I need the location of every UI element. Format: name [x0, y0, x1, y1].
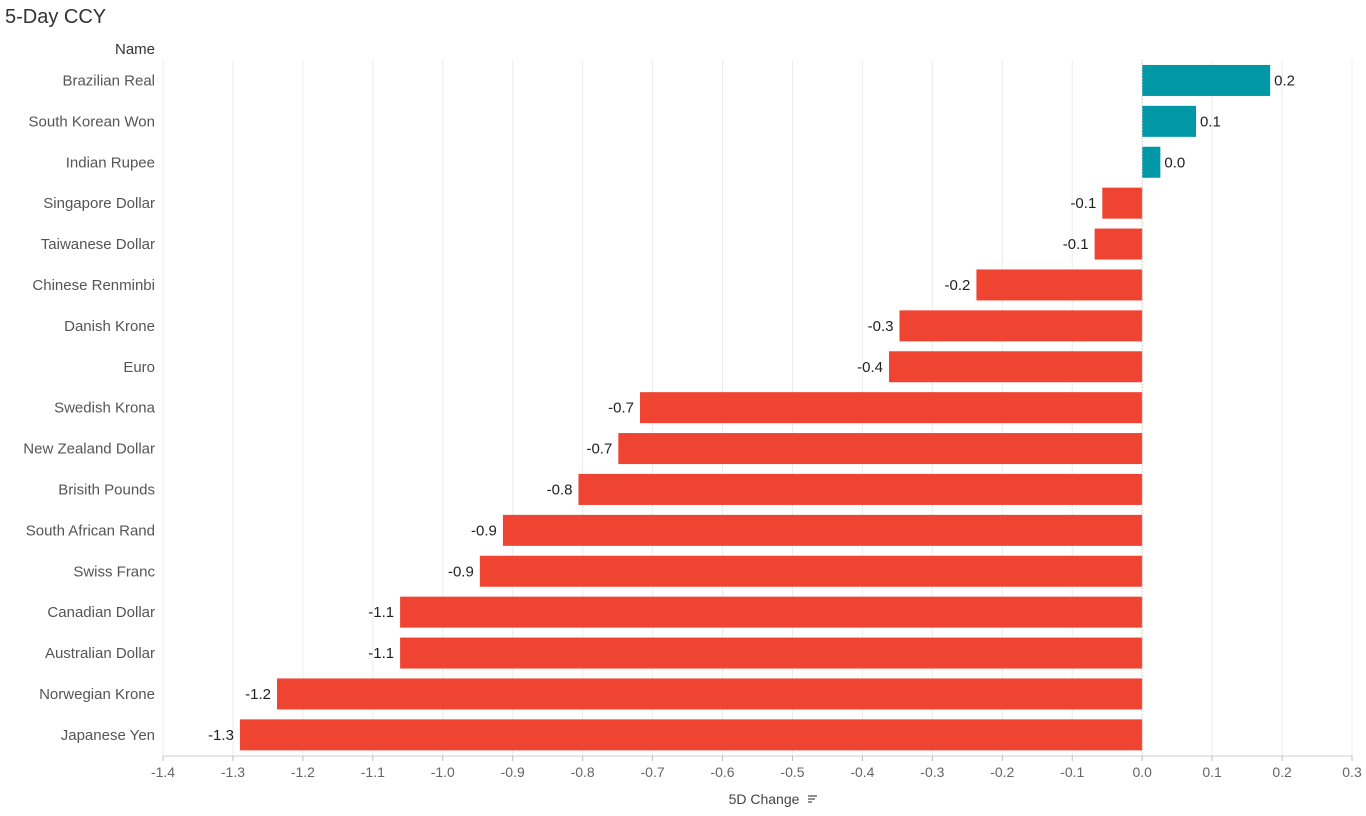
- category-label-4: Taiwanese Dollar: [41, 236, 155, 253]
- bar-2[interactable]: [1142, 147, 1160, 178]
- category-label-14: Australian Dollar: [45, 645, 155, 662]
- category-label-7: Euro: [123, 359, 155, 376]
- tick-label-2: -1.2: [291, 764, 315, 780]
- value-label-16: -1.3: [208, 727, 234, 744]
- category-label-16: Japanese Yen: [61, 727, 155, 744]
- tick-label-5: -0.9: [501, 764, 525, 780]
- value-label-13: -1.1: [368, 604, 394, 621]
- value-label-11: -0.9: [471, 522, 497, 539]
- value-label-14: -1.1: [368, 645, 394, 662]
- tick-label-7: -0.7: [641, 764, 665, 780]
- value-label-2: 0.0: [1164, 154, 1185, 171]
- bar-6[interactable]: [899, 310, 1142, 341]
- tick-label-15: 0.1: [1202, 764, 1222, 780]
- value-label-5: -0.2: [945, 277, 971, 294]
- bar-1[interactable]: [1142, 106, 1196, 137]
- category-label-13: Canadian Dollar: [47, 604, 155, 621]
- category-label-6: Danish Krone: [64, 318, 155, 335]
- category-label-11: South African Rand: [26, 522, 155, 539]
- category-label-3: Singapore Dollar: [43, 195, 155, 212]
- bar-0[interactable]: [1142, 65, 1270, 96]
- value-label-8: -0.7: [608, 400, 634, 417]
- category-label-8: Swedish Krona: [54, 400, 156, 417]
- value-label-3: -0.1: [1070, 195, 1096, 212]
- bar-13[interactable]: [400, 597, 1142, 628]
- bar-14[interactable]: [400, 638, 1142, 669]
- tick-label-3: -1.1: [361, 764, 385, 780]
- bar-3[interactable]: [1102, 188, 1142, 219]
- value-label-6: -0.3: [868, 318, 894, 335]
- tick-label-4: -1.0: [431, 764, 455, 780]
- value-label-0: 0.2: [1274, 72, 1295, 89]
- tick-label-1: -1.3: [221, 764, 245, 780]
- tick-label-10: -0.4: [850, 764, 874, 780]
- tick-label-0: -1.4: [151, 764, 175, 780]
- category-label-5: Chinese Renminbi: [32, 277, 155, 294]
- value-label-15: -1.2: [245, 686, 271, 703]
- category-label-0: Brazilian Real: [62, 72, 155, 89]
- bar-10[interactable]: [578, 474, 1142, 505]
- value-label-12: -0.9: [448, 563, 474, 580]
- x-axis: -1.4 -1.3 -1.2 -1.1 -1.0 -0.9 -0.8 -0.7 -0.6 -0.5…: [151, 756, 1362, 780]
- bars: [240, 60, 1270, 756]
- sort-icon[interactable]: [808, 796, 817, 802]
- tick-label-11: -0.3: [920, 764, 944, 780]
- value-label-10: -0.8: [547, 481, 573, 498]
- value-label-7: -0.4: [857, 359, 883, 376]
- bar-12[interactable]: [480, 556, 1142, 587]
- value-label-9: -0.7: [586, 441, 612, 458]
- bar-8[interactable]: [640, 392, 1142, 423]
- category-label-15: Norwegian Krone: [39, 686, 155, 703]
- category-label-2: Indian Rupee: [66, 154, 155, 171]
- tick-label-12: -0.2: [990, 764, 1014, 780]
- bar-11[interactable]: [503, 515, 1142, 546]
- tick-label-17: 0.3: [1342, 764, 1362, 780]
- bar-7[interactable]: [889, 351, 1142, 382]
- category-labels: Brazilian Real South Korean Won Indian Rup…: [23, 72, 155, 743]
- value-label-1: 0.1: [1200, 113, 1221, 130]
- tick-label-14: 0.0: [1132, 764, 1152, 780]
- bar-5[interactable]: [976, 269, 1142, 300]
- category-label-10: Brisith Pounds: [58, 481, 155, 498]
- tick-label-13: -0.1: [1060, 764, 1084, 780]
- tick-label-6: -0.8: [571, 764, 595, 780]
- value-label-4: -0.1: [1063, 236, 1089, 253]
- tick-label-16: 0.2: [1272, 764, 1292, 780]
- tick-label-8: -0.6: [710, 764, 734, 780]
- category-label-1: South Korean Won: [29, 113, 155, 130]
- category-label-12: Swiss Franc: [73, 563, 155, 580]
- tick-label-9: -0.5: [780, 764, 804, 780]
- bar-16[interactable]: [240, 719, 1142, 750]
- category-label-9: New Zealand Dollar: [23, 441, 155, 458]
- x-axis-title: 5D Change: [729, 791, 800, 807]
- bar-9[interactable]: [618, 433, 1142, 464]
- bar-15[interactable]: [277, 678, 1142, 709]
- bar-4[interactable]: [1095, 229, 1143, 260]
